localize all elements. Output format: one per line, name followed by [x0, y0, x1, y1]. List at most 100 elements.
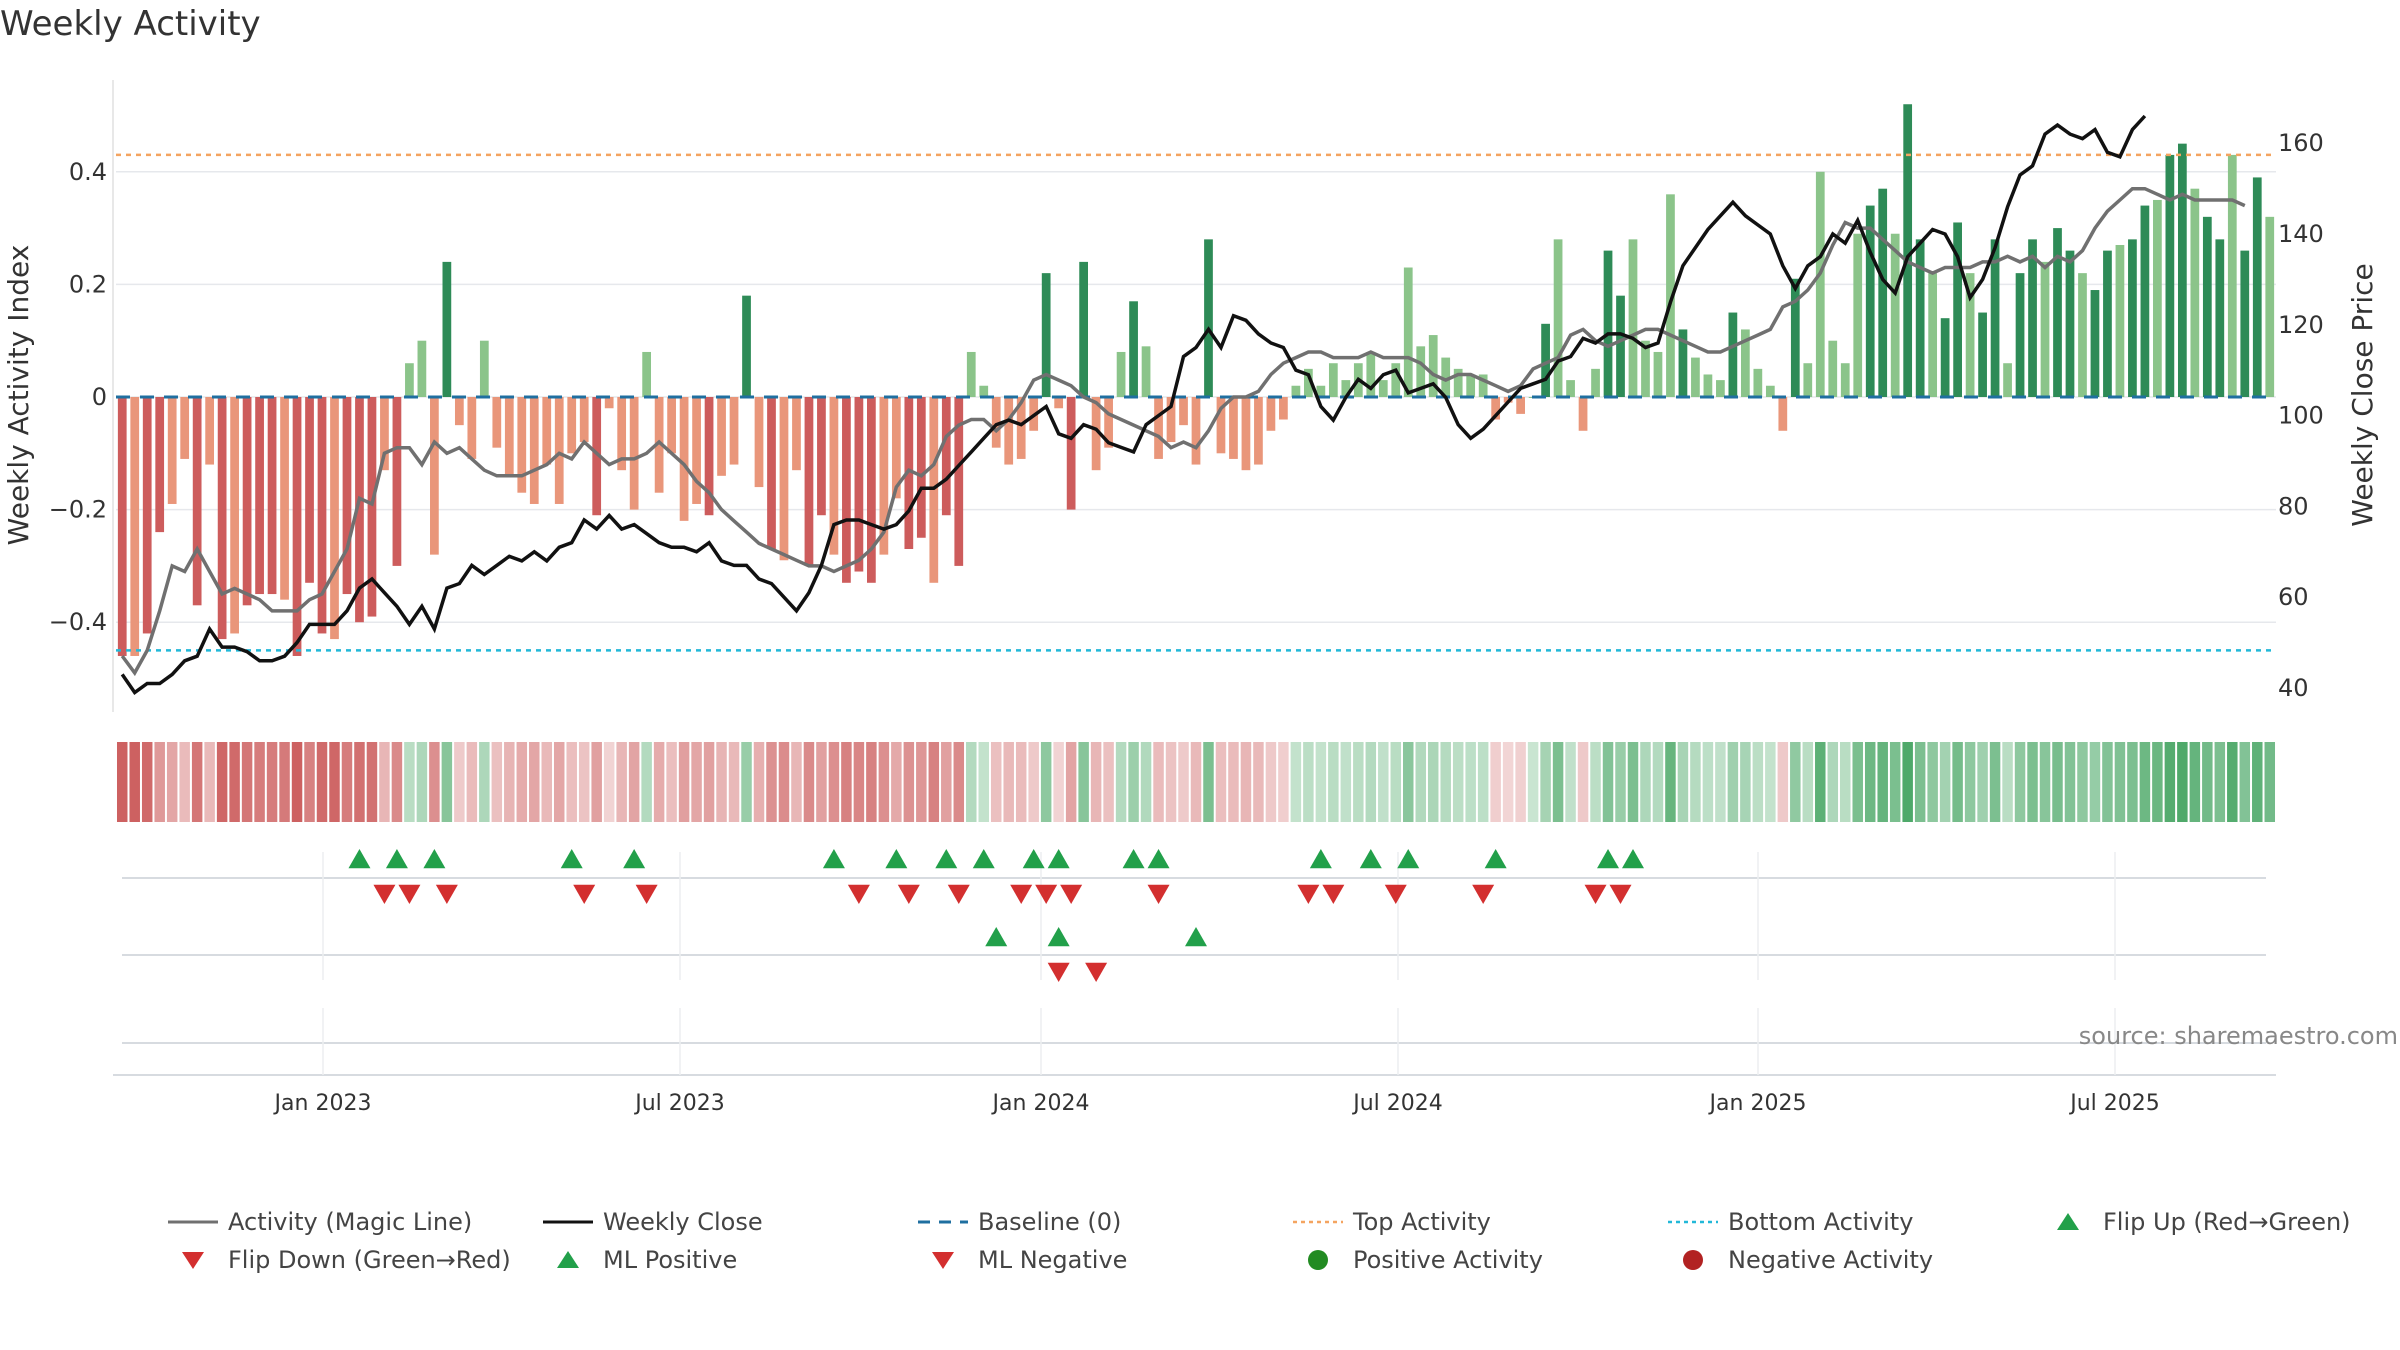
heat-cell: [766, 742, 777, 822]
x-tick-label: Jan 2025: [1708, 1091, 1807, 1116]
activity-bar: [1591, 368, 1600, 397]
heat-cell: [928, 742, 940, 822]
heat-cell: [316, 742, 328, 822]
heat-cell: [1240, 742, 1252, 822]
heat-cell: [1527, 742, 1539, 822]
activity-bar: [1291, 385, 1301, 397]
heat-cell: [1577, 742, 1589, 822]
heat-cell: [241, 742, 253, 822]
activity-bar: [1603, 250, 1613, 397]
heat-cell: [291, 742, 303, 822]
heat-cell: [691, 742, 702, 822]
activity-bar: [492, 397, 502, 448]
flip-down-marker: [373, 884, 396, 904]
heat-cell: [1003, 742, 1014, 822]
y-left-tick: −0.4: [49, 608, 107, 636]
activity-bar: [879, 397, 889, 555]
activity-bar: [1279, 397, 1288, 420]
heat-cell: [1665, 742, 1676, 822]
heat-cell: [2189, 742, 2201, 822]
flip-down-marker: [435, 884, 458, 904]
activity-bar: [692, 397, 701, 504]
heat-cell: [366, 742, 378, 822]
activity-bar: [2115, 244, 2125, 397]
activity-bar: [579, 397, 589, 443]
magic-line: [120, 186, 2246, 677]
activity-bar: [2053, 228, 2062, 397]
activity-bar: [679, 397, 689, 521]
heat-cell: [841, 742, 852, 822]
heat-cell: [479, 742, 490, 822]
heat-cell: [1715, 742, 1726, 822]
activity-bar: [2090, 290, 2100, 397]
heat-cell: [2027, 742, 2038, 822]
heat-cell: [1790, 742, 1801, 822]
heat-cell: [2264, 742, 2276, 822]
heat-cell: [2014, 742, 2026, 822]
heat-cell: [1552, 742, 1564, 822]
activity-bar: [966, 351, 976, 397]
activity-bar: [567, 397, 577, 454]
heat-cell: [591, 742, 602, 822]
heat-cell: [628, 742, 640, 822]
heat-cell: [1265, 742, 1277, 822]
x-tick-label: Jan 2023: [273, 1091, 372, 1116]
activity-bar: [1204, 239, 1213, 397]
heat-cell: [1752, 742, 1764, 822]
x-tick-label: Jul 2023: [633, 1091, 725, 1116]
heat-cell: [803, 742, 815, 822]
heat-cell: [454, 742, 465, 822]
legend-label: Baseline (0): [978, 1208, 1122, 1236]
activity-bar: [729, 397, 739, 465]
heat-cell: [1627, 742, 1639, 822]
activity-bar: [2028, 239, 2037, 397]
chart-title: Weekly Activity: [0, 4, 261, 44]
activity-bar: [2177, 143, 2187, 397]
heat-cell: [441, 742, 453, 822]
activity-bar: [1541, 323, 1550, 397]
heat-cell: [978, 742, 989, 822]
heat-cell: [953, 742, 965, 822]
activity-bar: [405, 363, 414, 397]
heat-cell: [741, 742, 752, 822]
flip-down-marker: [1584, 884, 1607, 904]
activity-bar: [1466, 374, 1476, 397]
activity-bar: [1703, 374, 1713, 397]
activity-bar: [2190, 188, 2200, 397]
heat-cell: [1403, 742, 1414, 822]
activity-bar: [1166, 397, 1176, 443]
activity-bar: [1840, 363, 1850, 397]
activity-bar: [1416, 346, 1426, 397]
activity-bar: [392, 397, 402, 566]
heat-cell: [1690, 742, 1701, 822]
activity-bar: [1266, 397, 1276, 431]
heat-cell: [429, 742, 440, 822]
activity-bar: [1878, 188, 1888, 397]
activity-bar: [1141, 346, 1151, 397]
activity-bar: [442, 261, 452, 397]
activity-bar: [1441, 357, 1451, 397]
flip-up-marker: [1047, 849, 1070, 869]
heat-cell: [1677, 742, 1689, 822]
activity-bar: [654, 397, 664, 493]
activity-bar: [2065, 250, 2075, 397]
heat-cell: [2152, 742, 2163, 822]
y-right-tick: 120: [2278, 311, 2324, 339]
flip-down-marker: [897, 884, 920, 904]
ml-negative-marker: [1047, 962, 1070, 982]
heat-cell: [279, 742, 290, 822]
heat-cell: [1215, 742, 1227, 822]
activity-bar: [2140, 205, 2150, 397]
activity-bar: [317, 397, 327, 634]
activity-bar: [1616, 295, 1625, 397]
legend-symbol: [1668, 1220, 1718, 1224]
activity-bar: [642, 351, 652, 397]
flip-down-marker: [398, 884, 421, 904]
activity-bar: [754, 397, 764, 488]
activity-bar: [529, 397, 539, 504]
heat-cell: [1864, 742, 1876, 822]
activity-bar: [867, 397, 876, 583]
heat-cell: [1815, 742, 1826, 822]
heat-cell: [966, 742, 977, 822]
activity-bar: [1004, 397, 1014, 465]
